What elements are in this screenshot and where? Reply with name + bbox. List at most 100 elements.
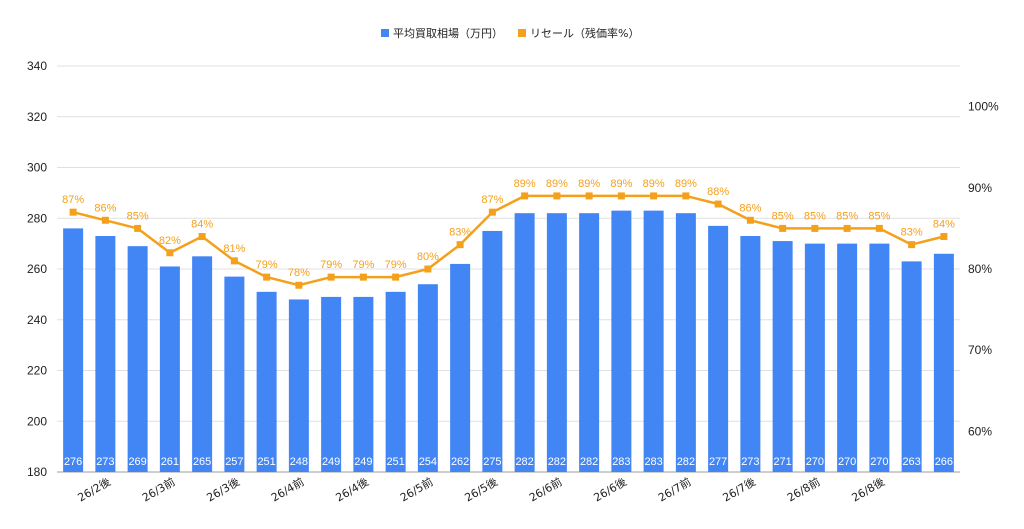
bar-value-label: 282 [515, 456, 533, 468]
x-tick-label: 26/4後 [333, 474, 371, 504]
legend-swatch-bar [381, 29, 389, 37]
line-point [811, 224, 819, 232]
line-point [875, 224, 883, 232]
bar [450, 263, 471, 472]
line-point [327, 273, 335, 281]
bar [869, 243, 890, 472]
line-point [134, 224, 142, 232]
y-right-tick-label: 90% [968, 181, 992, 195]
line-point [456, 241, 464, 249]
bar [772, 241, 793, 472]
bar-value-label: 251 [257, 456, 275, 468]
bar-value-labels: 276 273 269 261 265 257 251 248 249 249 251 254 262 2… [64, 456, 953, 468]
line-value-label: 86% [94, 202, 116, 214]
legend-swatch-line [518, 29, 526, 37]
y-left-tick-label: 200 [27, 414, 47, 428]
bar-value-label: 273 [96, 456, 114, 468]
bar-value-label: 275 [483, 456, 501, 468]
line-value-label: 85% [772, 210, 794, 222]
bar [159, 266, 180, 472]
bar [353, 296, 374, 472]
bar [901, 261, 922, 472]
line-point [359, 273, 367, 281]
line-value-label: 89% [578, 178, 600, 190]
bar-value-label: 263 [902, 456, 920, 468]
bar [256, 291, 277, 472]
legend: 平均買取相場（万円） リセール（残価率%） [381, 26, 639, 40]
bar [417, 284, 438, 472]
line-point [230, 257, 238, 265]
x-tick-label: 26/7後 [720, 474, 758, 504]
bar-value-label: 282 [677, 456, 695, 468]
y-right-tick-label: 100% [968, 100, 999, 114]
line-value-label: 87% [481, 194, 503, 206]
y-right-tick-label: 70% [968, 343, 992, 357]
line-value-label: 84% [191, 219, 213, 231]
y-left-tick-label: 340 [27, 59, 47, 73]
bar-value-label: 270 [838, 456, 856, 468]
bar [63, 228, 84, 472]
bar [224, 276, 245, 472]
bar-value-label: 262 [451, 456, 469, 468]
bar [643, 210, 664, 472]
line-value-label: 81% [223, 243, 245, 255]
bar-series [63, 210, 954, 473]
line-series [69, 192, 948, 289]
line-value-label: 79% [385, 259, 407, 271]
line-value-label: 79% [256, 259, 278, 271]
line-point [617, 192, 625, 200]
bar [708, 225, 729, 472]
line-point [714, 200, 722, 208]
y-axis-left: 180 200 220 240 260 280 300 320 340 [27, 59, 47, 479]
line-point [424, 265, 432, 273]
x-tick-label: 26/3前 [139, 474, 177, 504]
legend-label-bar: 平均買取相場（万円） [393, 27, 503, 40]
bar-value-label: 270 [806, 456, 824, 468]
bar-value-label: 269 [128, 456, 146, 468]
bar-value-label: 270 [870, 456, 888, 468]
bar-value-label: 248 [290, 456, 308, 468]
x-tick-label: 26/5前 [397, 474, 435, 504]
line-value-label: 80% [417, 251, 439, 263]
y-right-tick-label: 80% [968, 262, 992, 276]
line-point [488, 208, 496, 216]
bar [546, 213, 567, 473]
line-point [392, 273, 400, 281]
bar-value-label: 265 [193, 456, 211, 468]
line-point [198, 233, 206, 241]
bar-value-label: 282 [548, 456, 566, 468]
line-point [585, 192, 593, 200]
line-value-label: 85% [127, 210, 149, 222]
bar-value-label: 254 [419, 456, 437, 468]
bar-value-label: 273 [741, 456, 759, 468]
line-value-label: 83% [449, 227, 471, 239]
bar [192, 256, 213, 472]
bar-value-label: 266 [935, 456, 953, 468]
line-value-label: 89% [514, 178, 536, 190]
line-value-label: 89% [610, 178, 632, 190]
line-value-label: 85% [836, 210, 858, 222]
x-tick-label: 26/4前 [268, 474, 306, 504]
x-tick-label: 26/6前 [526, 474, 564, 504]
legend-label-line: リセール（残価率%） [530, 26, 639, 40]
line-point [843, 224, 851, 232]
line-point [69, 208, 77, 216]
bar [127, 246, 148, 472]
line-value-label: 84% [933, 219, 955, 231]
bar-value-label: 249 [354, 456, 372, 468]
line-path [72, 194, 945, 287]
line-value-label: 88% [707, 186, 729, 198]
bar-value-label: 257 [225, 456, 243, 468]
line-value-label: 79% [320, 259, 342, 271]
bar [804, 243, 825, 472]
y-left-tick-label: 300 [27, 161, 47, 175]
x-axis: 26/2後 26/3前 26/3後 26/4前 26/4後 26/5前 26/5後 26/6前… [75, 474, 887, 504]
line-point [101, 216, 109, 224]
line-point [746, 216, 754, 224]
bar-value-label: 251 [386, 456, 404, 468]
line-value-label: 78% [288, 267, 310, 279]
bar-value-label: 261 [161, 456, 179, 468]
y-left-tick-label: 280 [27, 211, 47, 225]
bar [482, 230, 503, 472]
